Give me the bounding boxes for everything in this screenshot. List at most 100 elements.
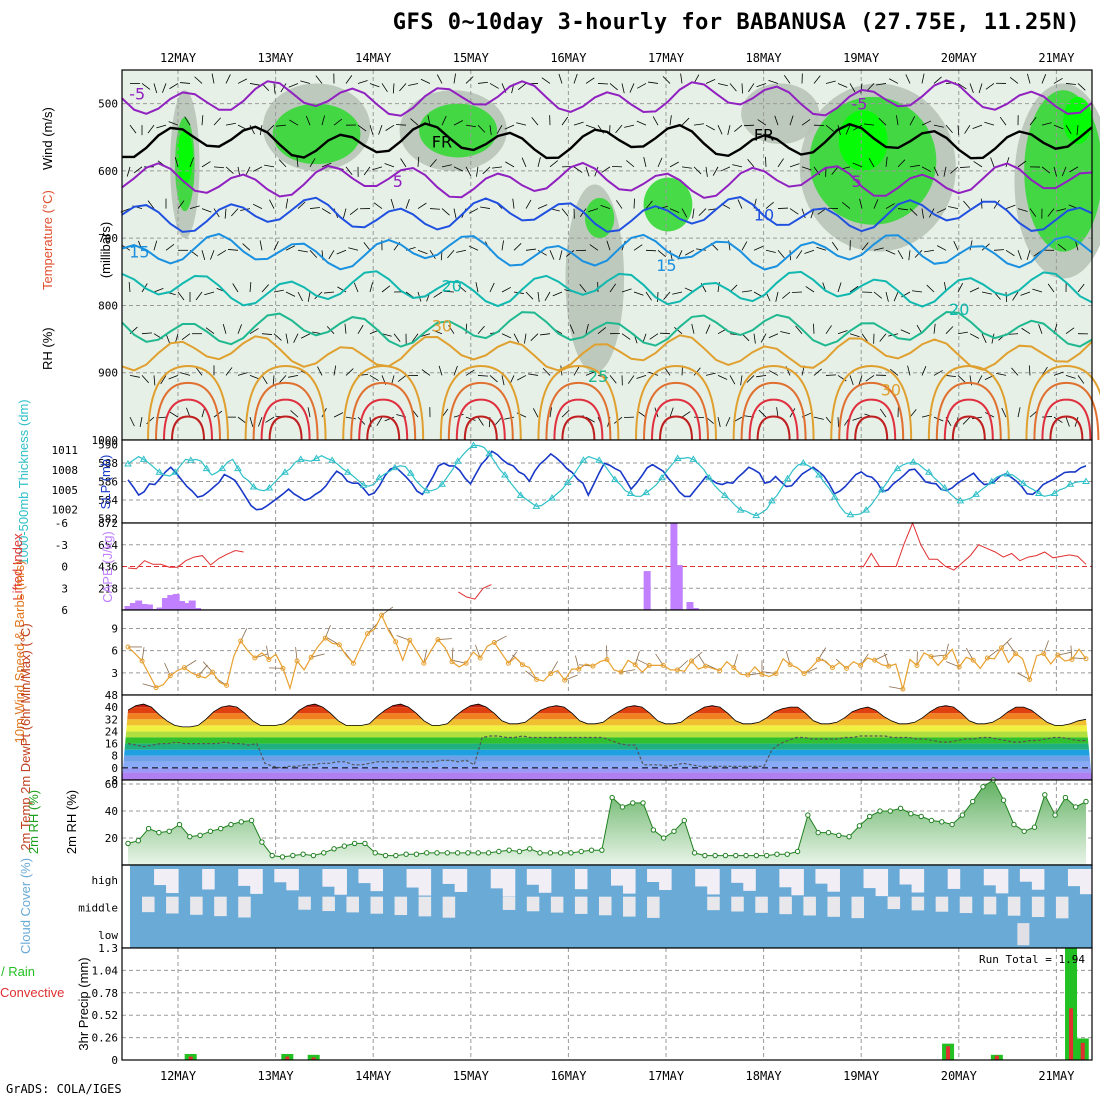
rh2m-point — [248, 817, 255, 824]
wind-barb — [296, 156, 299, 167]
precip-panel: Run Total = 1.94 0 0.26 0.52 0.78 1.04 1.3 3hr … — [0, 942, 1093, 1067]
thickness-point — [563, 478, 572, 485]
wind-speed-point — [407, 637, 413, 643]
wind-barb — [1028, 365, 1031, 376]
wind-barb — [344, 323, 347, 334]
wind-barb — [213, 166, 224, 169]
wind-barb — [141, 332, 152, 335]
wind-barb — [433, 291, 443, 298]
wind-barb — [964, 124, 971, 134]
wind-barb — [1053, 77, 1063, 84]
warm-isotherm — [366, 415, 401, 441]
wind-barb — [924, 249, 935, 253]
wind-speed-point — [153, 685, 159, 691]
rh2m-point — [382, 852, 389, 859]
y-tick-label: 1000 — [92, 434, 119, 447]
rh2m-point — [465, 850, 471, 856]
rh2m-point — [547, 850, 554, 856]
wind-barb — [912, 290, 923, 293]
wind-barb — [981, 333, 987, 343]
thickness-point — [516, 491, 525, 498]
wind-barb — [315, 75, 323, 84]
temp-tick: 8 — [111, 750, 118, 763]
wind-barb — [242, 243, 251, 251]
wind-barb — [1041, 166, 1051, 174]
warm-isotherm — [951, 415, 986, 441]
warm-isotherm — [943, 398, 994, 441]
wind-tick: 3 — [111, 667, 118, 680]
thickness-point — [548, 494, 556, 501]
wind-barb — [369, 375, 379, 381]
rh2m-point — [485, 850, 492, 856]
wind-barb — [495, 416, 503, 425]
wind-barb — [1029, 117, 1037, 126]
rh2m-point — [1011, 821, 1017, 828]
rh2m-point — [1000, 797, 1007, 803]
wind-barb — [427, 115, 431, 126]
wind-barb — [392, 83, 395, 94]
wind-speed-point — [435, 637, 441, 643]
cloud-high-cell — [454, 869, 468, 892]
wind-speed-point — [181, 665, 187, 671]
rh2m-point — [269, 852, 275, 859]
wind-speed-point — [604, 657, 610, 663]
wind-barb — [1005, 291, 1008, 303]
warm-isotherm — [147, 364, 229, 441]
wind-barb — [195, 367, 203, 376]
wind-barb — [411, 333, 419, 343]
wind-barb — [169, 411, 179, 418]
wind-barb — [300, 333, 311, 339]
thickness-point — [940, 483, 949, 491]
wind-speed-point — [872, 657, 878, 663]
wind-barb — [746, 375, 755, 383]
wind-barb — [410, 118, 419, 126]
date-label-top: 12MAY — [160, 51, 197, 65]
wind-barb — [504, 124, 515, 130]
cloud-mid-cell — [442, 896, 456, 918]
wind-barb — [521, 157, 527, 168]
wind-barb — [1009, 76, 1019, 84]
cloud-mid-cell — [647, 896, 660, 918]
wind-barb — [888, 78, 899, 84]
wind-barb — [353, 282, 359, 293]
wind-barb — [408, 83, 419, 86]
wind-barb — [237, 416, 247, 424]
wind-barb — [897, 250, 904, 260]
wind-barb — [297, 201, 306, 209]
rh2m-point — [176, 821, 183, 828]
warm-isotherm — [439, 364, 522, 441]
cloud-mid-cell — [526, 896, 540, 912]
wind-barb — [717, 417, 721, 427]
wind-barb — [805, 286, 815, 293]
wind-barb — [429, 250, 436, 259]
wind-speed-point — [463, 660, 469, 666]
cloud-high-cell — [827, 869, 840, 892]
rh2m-line — [127, 779, 1087, 858]
wind-barb — [516, 375, 527, 381]
rh2m-point — [969, 798, 976, 805]
rh2m-point — [331, 846, 337, 852]
wind-barb — [249, 375, 260, 380]
thickness-tick: 588 — [98, 457, 118, 470]
wind-barb — [765, 249, 776, 253]
wind-barb — [249, 417, 254, 427]
wind-speed-point — [139, 658, 145, 664]
wind-barb — [224, 208, 227, 219]
isotherm-line — [121, 79, 1093, 117]
wind-barb — [201, 208, 212, 213]
cloud-high-cell — [1019, 869, 1033, 882]
wind-barb — [273, 241, 279, 251]
wind-barb — [420, 78, 431, 84]
date-label-top: 18MAY — [746, 51, 783, 65]
wind-barb — [273, 83, 276, 94]
date-label-bottom: 20MAY — [941, 1069, 978, 1083]
wind-barb — [795, 325, 803, 334]
wind-barb — [963, 200, 971, 209]
wind-barb — [559, 250, 563, 261]
cloud-mid-cell — [214, 896, 227, 917]
rh2m-point — [691, 850, 698, 856]
wind-barb — [1047, 208, 1055, 217]
contour-label: 30 — [432, 317, 452, 336]
cape-bar — [156, 607, 164, 610]
